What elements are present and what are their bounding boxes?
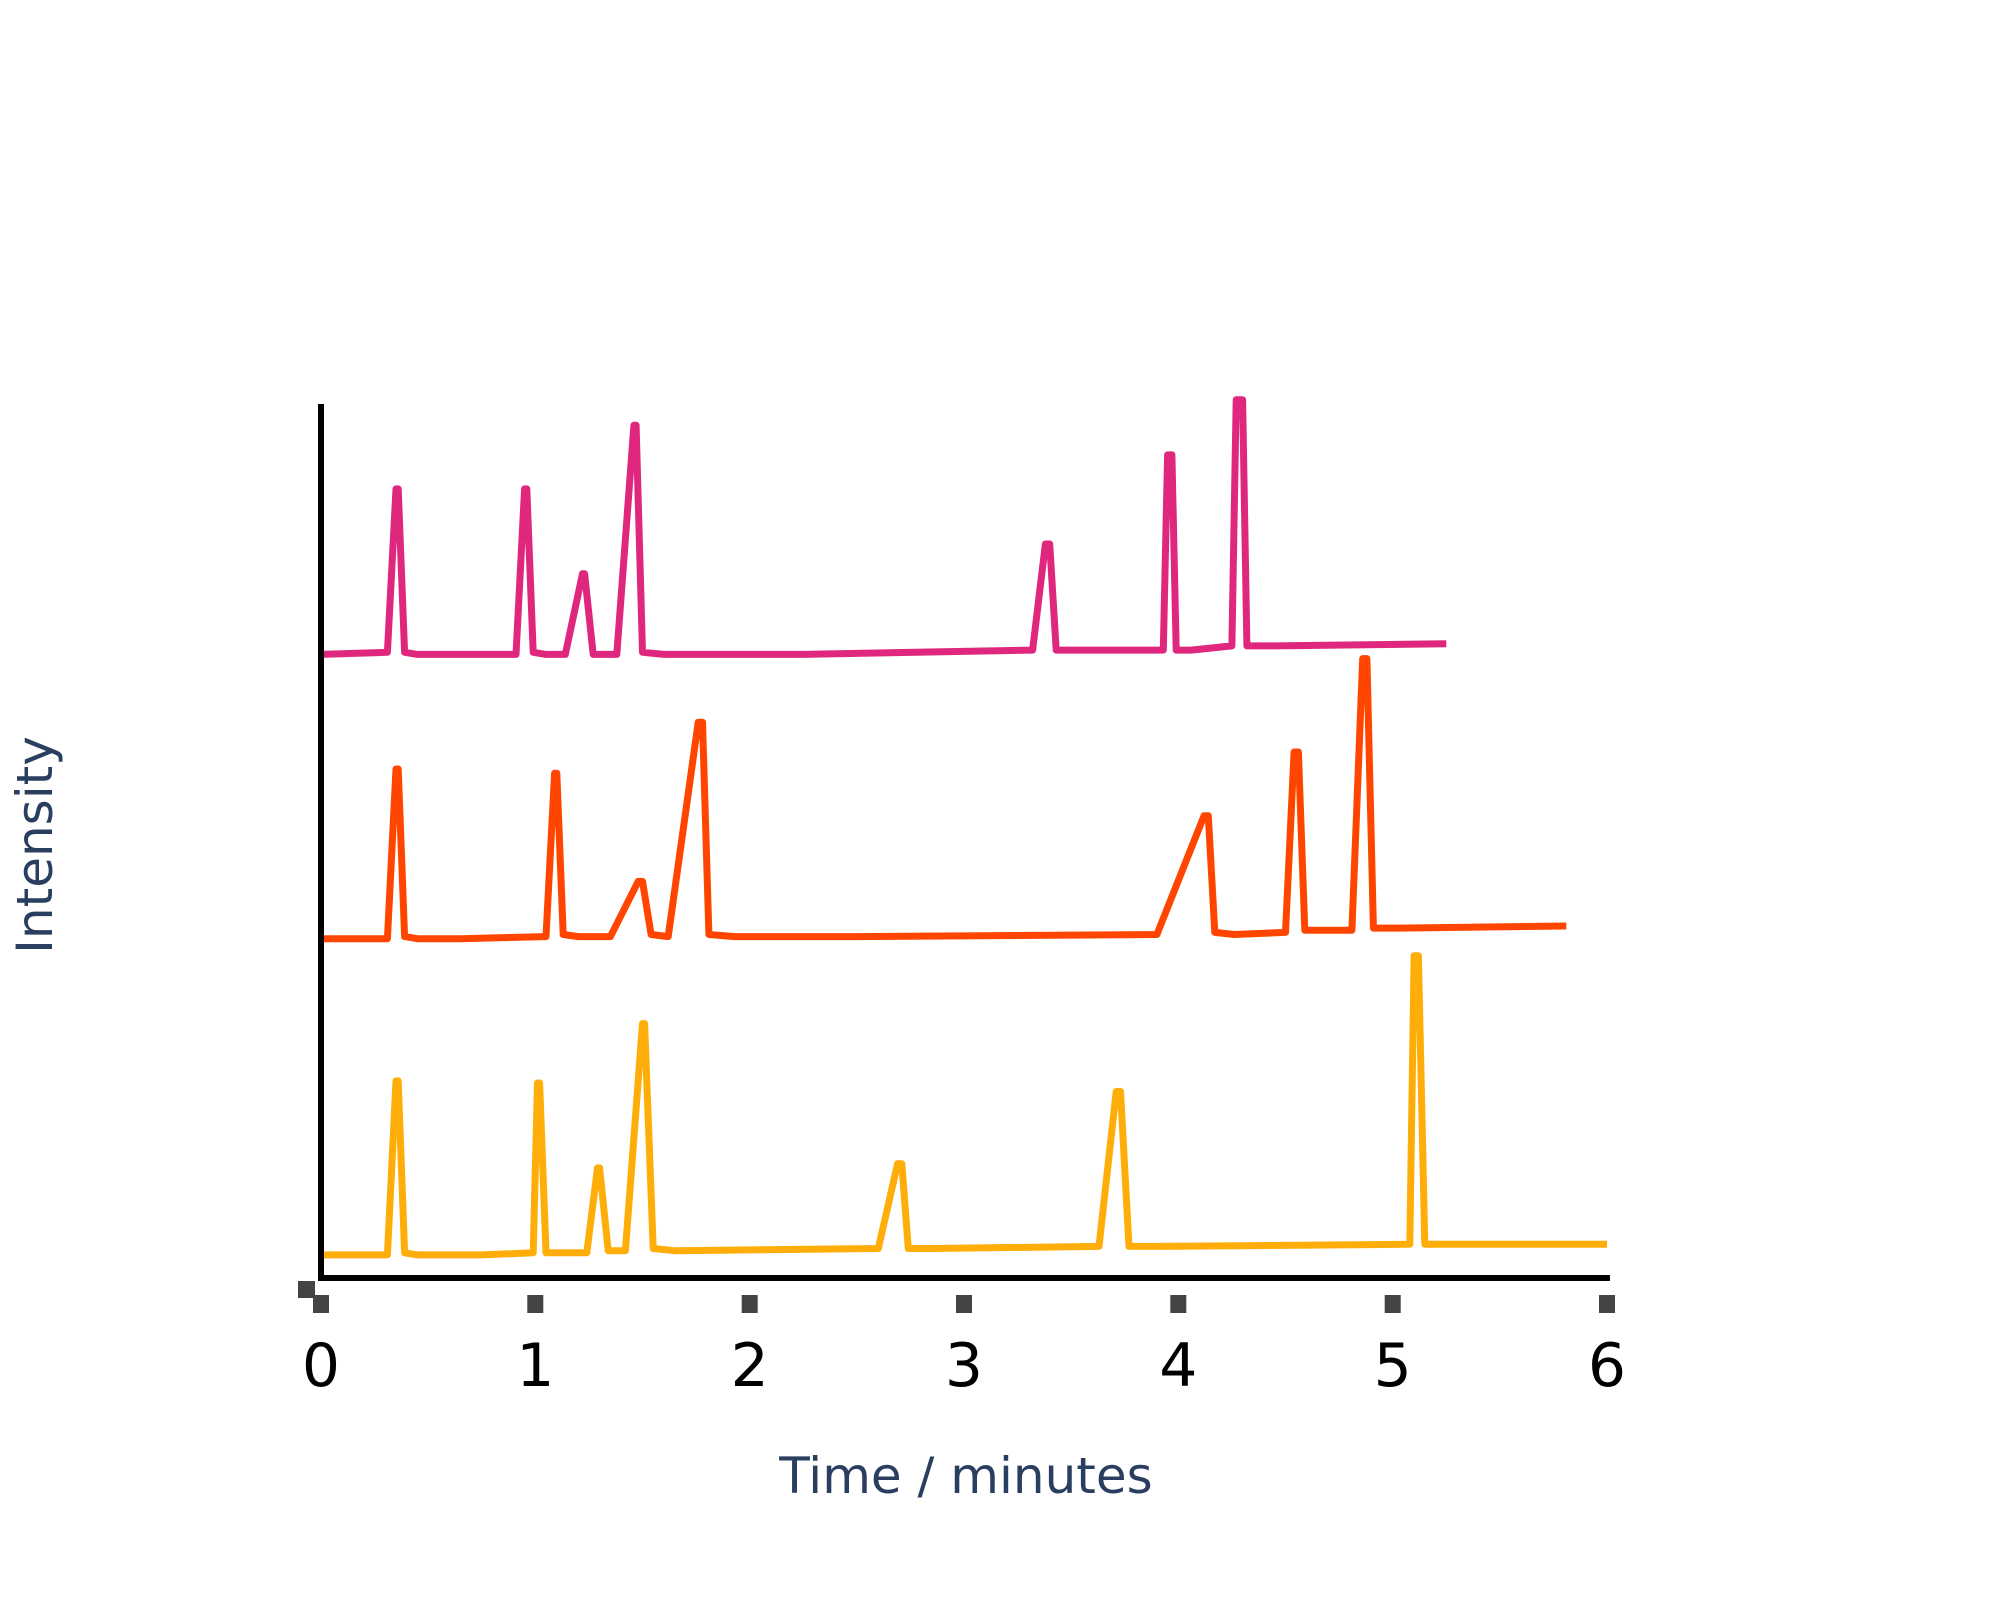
- x-tick-label: 3: [945, 1331, 983, 1401]
- series-layer: [320, 396, 1607, 1259]
- x-tick-label: 1: [516, 1331, 554, 1401]
- x-tick-mark: [527, 1295, 544, 1313]
- x-tick-label: 4: [1159, 1331, 1197, 1401]
- y-axis-title: Intensity: [6, 736, 64, 954]
- x-tick-label: 2: [731, 1331, 769, 1401]
- x-axis-title: Time / minutes: [778, 1447, 1152, 1505]
- x-tick-mark: [313, 1295, 329, 1313]
- x-tick-label: 6: [1588, 1331, 1626, 1401]
- x-tick-mark: [956, 1295, 972, 1313]
- axis-layer: [298, 404, 1610, 1298]
- series-line-3: [321, 952, 1607, 1259]
- x-tick-mark: [1170, 1295, 1187, 1313]
- x-tick-mark: [1599, 1295, 1615, 1313]
- origin-marker: [298, 1281, 315, 1298]
- series-line-1: [320, 396, 1447, 658]
- x-tick-label: 5: [1374, 1331, 1412, 1401]
- x-tick-mark: [1384, 1295, 1401, 1313]
- x-tick-label: 0: [302, 1331, 340, 1401]
- x-tick-layer: 0 1 2 3 4 5 6: [302, 1295, 1626, 1401]
- x-tick-mark: [741, 1295, 758, 1313]
- series-line-2: [321, 655, 1567, 943]
